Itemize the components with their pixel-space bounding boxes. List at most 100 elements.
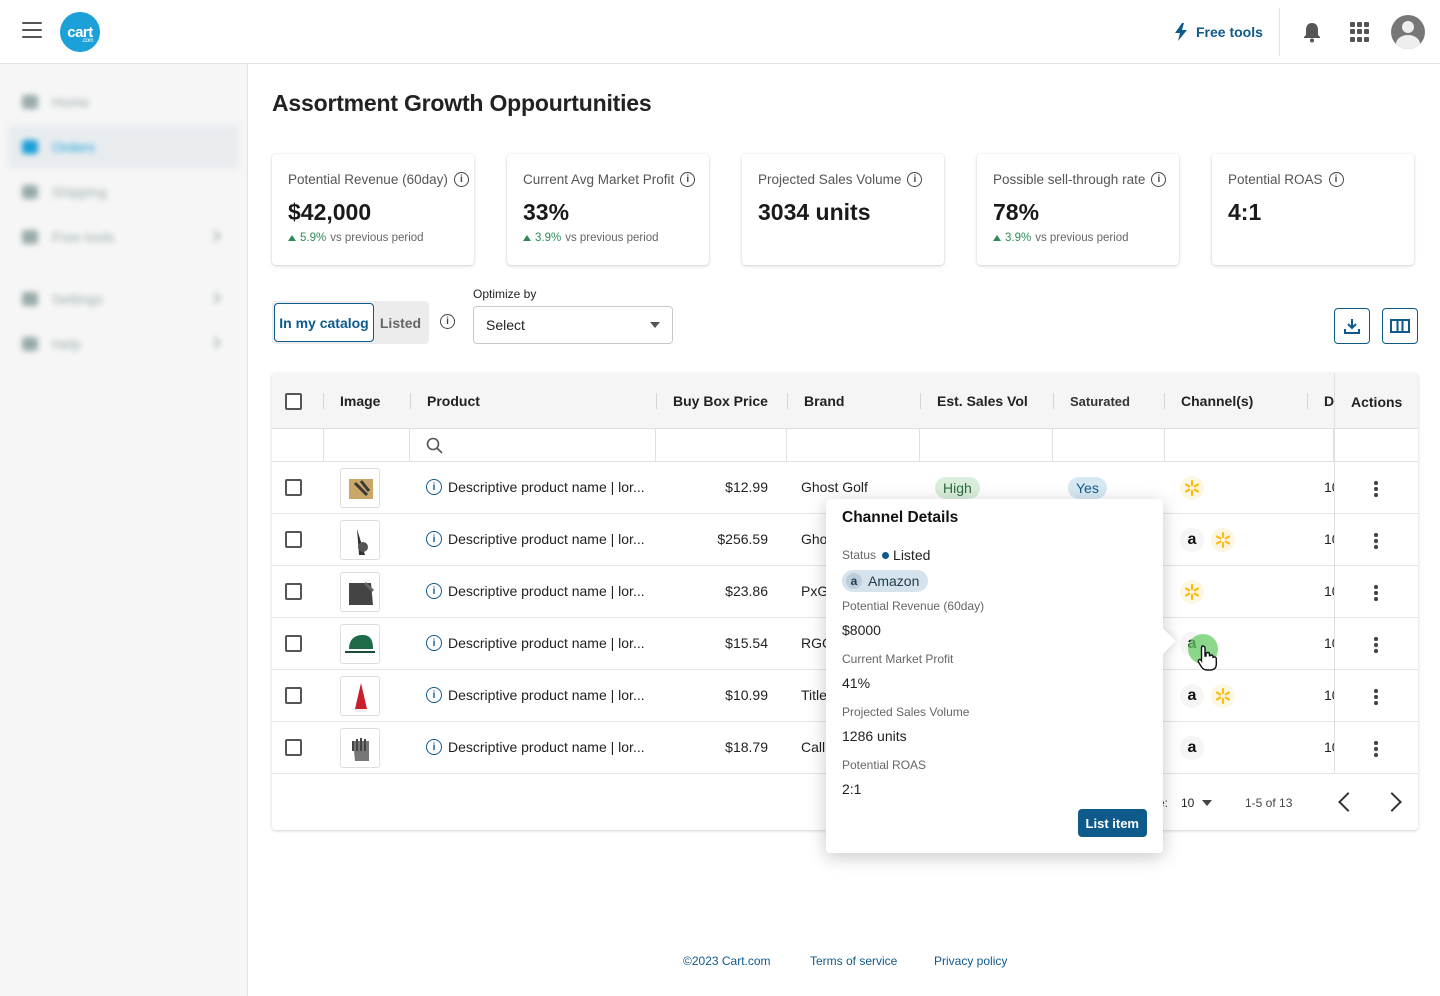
sidebar-item-home[interactable]: Home <box>8 80 239 124</box>
column-header-d[interactable]: D <box>1324 393 1335 409</box>
product-search-input[interactable] <box>410 429 656 462</box>
info-icon[interactable]: i <box>680 172 696 187</box>
rows-per-page-select[interactable]: 10 <box>1181 796 1213 810</box>
more-actions-icon[interactable] <box>1374 637 1378 653</box>
caret-down-icon <box>650 322 660 328</box>
sidebar-item-free-tools[interactable]: Free tools <box>8 215 239 259</box>
cart-logo[interactable]: cart .com <box>60 12 100 52</box>
info-icon[interactable]: i <box>426 479 442 495</box>
row-checkbox[interactable] <box>285 531 302 548</box>
info-icon[interactable]: i <box>440 314 455 329</box>
arrow-up-icon <box>523 235 531 241</box>
status-dot-icon <box>882 551 890 559</box>
more-actions-icon[interactable] <box>1374 481 1378 497</box>
column-header-sales-vol[interactable]: Est. Sales Vol <box>937 393 1028 409</box>
row-checkbox[interactable] <box>285 583 302 600</box>
metric-label: Potential ROAS <box>1228 172 1323 187</box>
buy-box-price: $256.59 <box>717 531 768 547</box>
column-header-brand[interactable]: Brand <box>804 393 845 409</box>
product-image <box>349 581 375 605</box>
info-icon[interactable]: i <box>426 635 442 651</box>
amazon-icon[interactable]: a <box>1180 736 1204 760</box>
more-actions-icon[interactable] <box>1374 689 1378 705</box>
sidebar-item-label: Help <box>52 336 81 352</box>
info-icon[interactable]: i <box>1328 172 1344 187</box>
product-thumbnail[interactable] <box>340 520 380 560</box>
sidebar-item-label: Orders <box>52 139 95 155</box>
product-thumbnail[interactable] <box>340 676 380 716</box>
column-header-product[interactable]: Product <box>427 393 480 409</box>
row-checkbox[interactable] <box>285 479 302 496</box>
columns-button[interactable] <box>1382 308 1418 344</box>
metric-card-roas: Potential ROAS i 4:1 <box>1212 154 1414 265</box>
product-thumbnail[interactable] <box>340 624 380 664</box>
info-icon[interactable]: i <box>426 531 442 547</box>
logo-text: cart <box>67 23 93 41</box>
metric-value: 33% <box>523 199 570 225</box>
optimize-by-select[interactable]: Select <box>473 306 673 344</box>
sidebar-item-orders[interactable]: Orders <box>8 125 239 169</box>
product-thumbnail[interactable] <box>340 572 380 612</box>
info-icon[interactable]: i <box>426 583 442 599</box>
brand-name: Ghost Golf <box>801 479 868 495</box>
info-icon[interactable]: i <box>1151 172 1167 187</box>
column-header-channels[interactable]: Channel(s) <box>1181 393 1254 409</box>
walmart-icon[interactable] <box>1180 580 1204 604</box>
list-item-button[interactable]: List item <box>1077 809 1147 837</box>
info-icon[interactable]: i <box>907 172 923 187</box>
prev-page-icon[interactable] <box>1338 792 1358 812</box>
field-label: Potential Revenue (60day) <box>842 599 985 613</box>
free-tools-label: Free tools <box>1196 24 1263 40</box>
truck-icon <box>22 185 38 199</box>
amazon-icon[interactable]: a <box>1180 528 1204 552</box>
sidebar-item-shipping[interactable]: Shipping <box>8 170 239 214</box>
columns-icon <box>1390 319 1410 333</box>
more-actions-icon[interactable] <box>1374 741 1378 757</box>
free-tools-link[interactable]: Free tools <box>1174 20 1263 44</box>
toggle-listed[interactable]: Listed <box>379 314 422 331</box>
walmart-icon[interactable] <box>1211 684 1235 708</box>
more-actions-icon[interactable] <box>1374 585 1378 601</box>
field-value: 2:1 <box>842 781 862 797</box>
product-thumbnail[interactable] <box>340 468 380 508</box>
metric-label: Current Avg Market Profit <box>523 172 675 187</box>
table-row[interactable]: i Descriptive product name | lor... $23.8… <box>272 566 1418 618</box>
metric-delta: 3.9% <box>1005 232 1032 244</box>
select-all-checkbox[interactable] <box>285 393 302 410</box>
footer-terms-link[interactable]: Terms of service <box>810 954 898 968</box>
more-actions-icon[interactable] <box>1374 533 1378 549</box>
saturated-badge: Yes <box>1068 477 1107 499</box>
amazon-icon[interactable]: a <box>1180 684 1204 708</box>
d-value: 10 <box>1324 583 1334 599</box>
sales-vol-badge: High <box>935 477 980 499</box>
next-page-icon[interactable] <box>1382 792 1402 812</box>
d-value: 10 <box>1324 739 1334 755</box>
d-value: 10 <box>1324 635 1334 651</box>
product-thumbnail[interactable] <box>340 728 380 768</box>
user-avatar-icon[interactable] <box>1391 15 1425 49</box>
walmart-icon[interactable] <box>1180 476 1204 500</box>
column-header-actions: Actions <box>1351 394 1403 410</box>
row-checkbox[interactable] <box>285 687 302 704</box>
menu-icon[interactable] <box>22 22 42 40</box>
footer-copyright[interactable]: ©2023 Cart.com <box>683 954 771 968</box>
product-name: Descriptive product name | lor... <box>448 531 645 547</box>
info-icon[interactable]: i <box>426 687 442 703</box>
column-header-saturated[interactable]: Saturated <box>1070 394 1130 409</box>
footer-privacy-link[interactable]: Privacy policy <box>934 954 1008 968</box>
column-header-image[interactable]: Image <box>340 393 381 409</box>
bell-icon[interactable] <box>1300 20 1324 44</box>
download-button[interactable] <box>1334 308 1370 344</box>
row-checkbox[interactable] <box>285 635 302 652</box>
toggle-in-my-catalog[interactable]: In my catalog <box>274 303 374 342</box>
row-checkbox[interactable] <box>285 739 302 756</box>
info-icon[interactable]: i <box>453 172 469 187</box>
column-header-price[interactable]: Buy Box Price <box>673 393 768 409</box>
chevron-right-icon <box>209 292 221 304</box>
sidebar-item-settings[interactable]: Settings <box>8 277 239 321</box>
info-icon[interactable]: i <box>426 739 442 755</box>
apps-grid-icon[interactable] <box>1350 22 1370 42</box>
buy-box-price: $18.79 <box>725 739 768 755</box>
walmart-icon[interactable] <box>1211 528 1235 552</box>
sidebar-item-help[interactable]: Help <box>8 322 239 366</box>
